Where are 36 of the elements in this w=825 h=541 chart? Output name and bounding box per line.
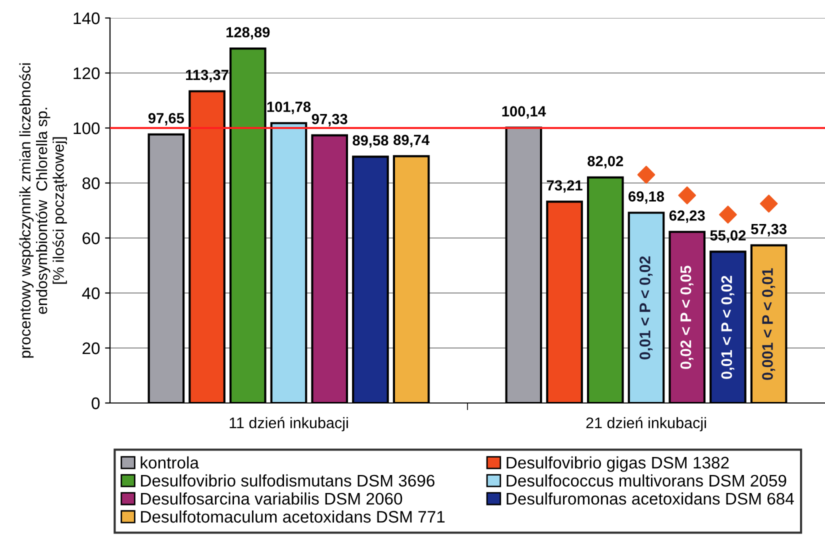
legend-label: kontrola	[140, 456, 199, 469]
data-label: 97,33	[312, 114, 348, 126]
data-label: 69,18	[628, 191, 664, 204]
data-label: 128,89	[226, 27, 270, 40]
annotation: 0,02 < P < 0,05	[680, 266, 694, 369]
y-tick-label: 140	[74, 12, 100, 24]
data-label: 62,23	[669, 210, 705, 223]
y-tick-label: 100	[74, 122, 100, 134]
data-label: 73,21	[546, 180, 582, 193]
legend-label: Desulfovibrio sulfodismutans DSM 3696	[141, 474, 434, 487]
legend-label: Desulfuromonas acetoxidans DSM 684	[506, 492, 794, 505]
annotation: 0,001 < P < 0,01	[762, 268, 776, 380]
annotation: 0,01 < P < 0,02	[640, 256, 653, 360]
x-tick-label: 11 dzień inkubacji	[230, 416, 348, 432]
data-label: 57,33	[751, 224, 787, 236]
legend-label: Desulfococcus multivorans DSM 2059	[506, 474, 786, 487]
data-label: 89,74	[394, 134, 430, 148]
data-label: 89,58	[352, 135, 388, 148]
annotation: 0,01 < P < 0,02	[721, 276, 734, 379]
y-tick-label: 20	[82, 342, 100, 354]
y-tick-label: 60	[82, 232, 100, 244]
y-tick-label: 0	[92, 397, 100, 410]
data-label: 97,65	[148, 113, 184, 126]
y-tick-label: 120	[74, 67, 100, 80]
y-tick-label: 40	[82, 287, 100, 300]
data-label: 101,78	[267, 102, 311, 114]
data-label: 82,02	[588, 156, 624, 168]
data-label: 113,37	[186, 70, 228, 82]
legend-label: Desulfovibrio gigas DSM 1382	[506, 456, 729, 472]
x-tick-label: 21 dzień inkubacji	[586, 416, 706, 432]
data-label: 55,02	[710, 230, 746, 243]
legend-label: Desulfotomaculum acetoxidans DSM 771	[141, 510, 445, 523]
data-label: 100,14	[502, 106, 546, 119]
legend-label: Desulfosarcina variabilis DSM 2060	[141, 492, 402, 505]
y-tick-label: 80	[82, 177, 100, 190]
y-axis-title: procentowy współczynnik zmian liczebności endosymbiontów Chlorella sp. [% ilości początkowej]	[19, 63, 67, 358]
